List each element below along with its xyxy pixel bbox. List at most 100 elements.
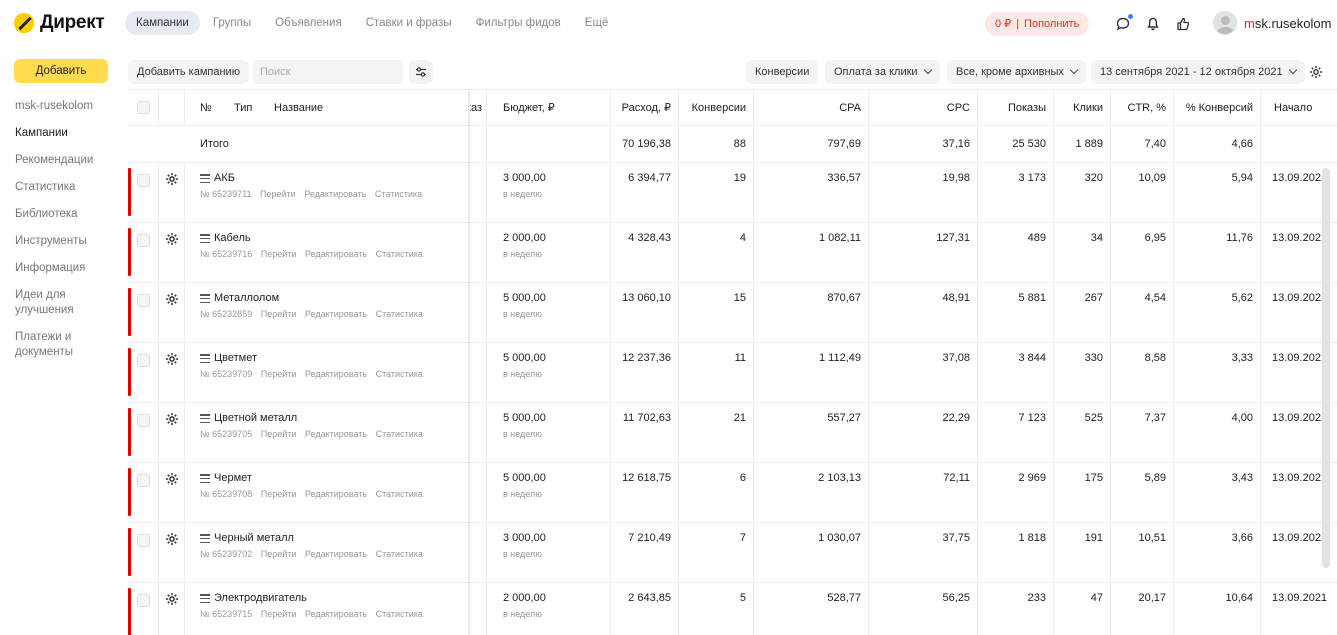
link-edit[interactable]: Редактировать: [304, 369, 368, 379]
table-row[interactable]: Цветной металл № 65239705 Перейти Редакт…: [128, 403, 1337, 463]
bell-icon[interactable]: [1142, 13, 1164, 35]
link-edit[interactable]: Редактировать: [304, 609, 368, 619]
campaign-budget[interactable]: 5 000,00: [503, 472, 546, 484]
row-checkbox[interactable]: [137, 294, 150, 307]
nav-groups[interactable]: Группы: [212, 17, 252, 29]
link-go[interactable]: Перейти: [260, 489, 297, 499]
user-menu[interactable]: msk.rusekolom: [1213, 11, 1331, 35]
nav-more[interactable]: Ещё: [584, 17, 609, 29]
campaign-name[interactable]: Черный металл: [214, 532, 294, 544]
campaign-budget[interactable]: 5 000,00: [503, 412, 546, 424]
link-stats[interactable]: Статистика: [375, 489, 423, 499]
nav-bids-phrases[interactable]: Ставки и фразы: [365, 17, 452, 29]
link-edit[interactable]: Редактировать: [304, 549, 368, 559]
gear-icon[interactable]: [165, 292, 180, 307]
sidebar-item-payments[interactable]: Платежи и документы: [15, 331, 74, 358]
link-go[interactable]: Перейти: [260, 189, 296, 199]
status-filter-select[interactable]: Все, кроме архивных: [947, 60, 1086, 84]
link-stats[interactable]: Статистика: [375, 249, 423, 259]
header-ctr[interactable]: CTR, %: [1111, 90, 1174, 125]
header-impressions[interactable]: Показы: [978, 90, 1054, 125]
link-edit[interactable]: Редактировать: [304, 249, 368, 259]
conversions-button[interactable]: Конверсии: [746, 60, 819, 84]
gear-icon[interactable]: [165, 412, 180, 427]
row-checkbox[interactable]: [137, 414, 150, 427]
link-stats[interactable]: Статистика: [375, 369, 423, 379]
table-row[interactable]: АКБ № 65239711 Перейти Редактировать Ста…: [128, 163, 1337, 223]
gear-icon[interactable]: [165, 352, 180, 367]
campaign-name[interactable]: Металлолом: [214, 292, 280, 304]
header-name[interactable]: Название: [274, 102, 324, 114]
search-input[interactable]: Поиск: [253, 60, 403, 84]
link-stats[interactable]: Статистика: [374, 189, 423, 199]
thumbs-up-icon[interactable]: [1172, 13, 1194, 35]
table-row[interactable]: Металлолом № 65232859 Перейти Редактиров…: [128, 283, 1337, 343]
date-range-select[interactable]: 13 сентября 2021 - 12 октября 2021: [1091, 60, 1305, 84]
campaign-budget[interactable]: 3 000,00: [503, 532, 546, 544]
link-edit[interactable]: Редактировать: [304, 189, 367, 199]
header-clicks[interactable]: Клики: [1054, 90, 1111, 125]
link-edit[interactable]: Редактировать: [304, 489, 368, 499]
table-settings-gear-icon[interactable]: [1305, 60, 1327, 84]
campaign-name[interactable]: Электродвигатель: [214, 592, 307, 604]
link-go[interactable]: Перейти: [260, 369, 297, 379]
header-conversions[interactable]: Конверсии: [679, 90, 754, 125]
link-stats[interactable]: Статистика: [375, 609, 423, 619]
link-go[interactable]: Перейти: [260, 249, 297, 259]
link-go[interactable]: Перейти: [260, 609, 297, 619]
table-row[interactable]: Чермет № 65239708 Перейти Редактировать …: [128, 463, 1337, 523]
chat-icon[interactable]: [1112, 13, 1134, 35]
link-stats[interactable]: Статистика: [375, 549, 423, 559]
nav-feed-filters[interactable]: Фильтры фидов: [475, 17, 561, 29]
row-checkbox[interactable]: [137, 174, 150, 187]
row-checkbox[interactable]: [137, 474, 150, 487]
link-go[interactable]: Перейти: [260, 549, 297, 559]
sidebar-item-tools[interactable]: Инструменты: [15, 235, 87, 247]
campaign-budget[interactable]: 5 000,00: [503, 352, 546, 364]
row-checkbox[interactable]: [137, 594, 150, 607]
header-conv-rate[interactable]: % Конверсий: [1174, 90, 1261, 125]
link-go[interactable]: Перейти: [260, 309, 297, 319]
header-cpa[interactable]: CPA: [754, 90, 869, 125]
add-campaign-button[interactable]: Добавить кампанию: [128, 60, 249, 84]
filter-settings-icon[interactable]: [409, 60, 433, 84]
sidebar-item-account[interactable]: msk-rusekolom: [15, 100, 93, 112]
gear-icon[interactable]: [165, 232, 180, 247]
link-edit[interactable]: Редактировать: [304, 309, 368, 319]
payment-type-select[interactable]: Оплата за клики: [825, 60, 940, 84]
campaign-name[interactable]: Цветной металл: [214, 412, 298, 424]
table-row[interactable]: Черный металл № 65239702 Перейти Редакти…: [128, 523, 1337, 583]
link-go[interactable]: Перейти: [260, 429, 297, 439]
logo[interactable]: Директ: [14, 12, 105, 34]
header-start[interactable]: Начало: [1274, 102, 1313, 114]
link-stats[interactable]: Статистика: [375, 309, 423, 319]
sidebar-item-recommendations[interactable]: Рекомендации: [15, 154, 94, 166]
vertical-scrollbar[interactable]: [1322, 168, 1330, 568]
add-button[interactable]: Добавить: [14, 59, 108, 83]
balance-topup-button[interactable]: 0 ₽ | Пополнить: [985, 12, 1090, 36]
table-row[interactable]: Электродвигатель № 65239715 Перейти Реда…: [128, 583, 1337, 635]
sidebar-item-library[interactable]: Библиотека: [15, 208, 78, 220]
row-checkbox[interactable]: [137, 534, 150, 547]
gear-icon[interactable]: [165, 472, 180, 487]
gear-icon[interactable]: [165, 172, 180, 187]
nav-campaigns[interactable]: Кампании: [125, 11, 200, 35]
link-stats[interactable]: Статистика: [375, 429, 423, 439]
nav-ads[interactable]: Объявления: [275, 17, 342, 29]
header-budget[interactable]: Бюджет, ₽: [487, 90, 611, 125]
header-cpc[interactable]: CPC: [869, 90, 978, 125]
header-type[interactable]: Тип: [234, 102, 253, 114]
campaign-name[interactable]: АКБ: [214, 172, 235, 184]
campaign-budget[interactable]: 3 000,00: [503, 172, 546, 184]
gear-icon[interactable]: [165, 592, 180, 607]
campaign-name[interactable]: Кабель: [214, 232, 251, 244]
row-checkbox[interactable]: [137, 234, 150, 247]
sidebar-item-campaigns[interactable]: Кампании: [15, 127, 68, 139]
campaign-budget[interactable]: 2 000,00: [503, 592, 546, 604]
sidebar-item-statistics[interactable]: Статистика: [15, 181, 76, 193]
row-checkbox[interactable]: [137, 354, 150, 367]
campaign-name[interactable]: Чермет: [214, 472, 252, 484]
table-row[interactable]: Цветмет № 65239709 Перейти Редактировать…: [128, 343, 1337, 403]
header-num[interactable]: №: [200, 102, 212, 114]
table-row[interactable]: Кабель № 65239716 Перейти Редактировать …: [128, 223, 1337, 283]
